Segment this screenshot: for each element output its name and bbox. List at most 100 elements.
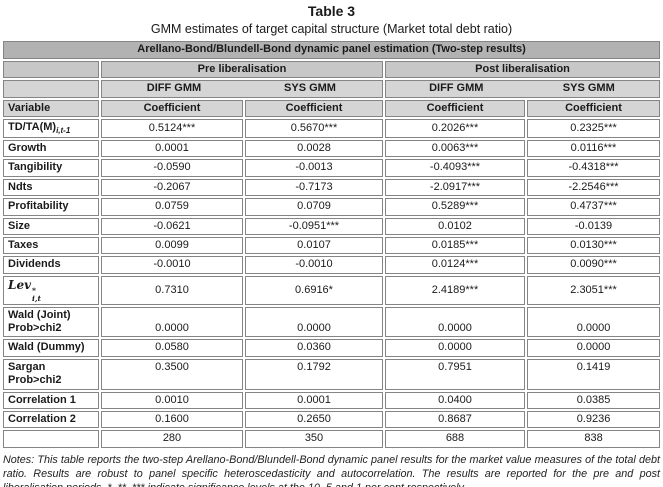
- coefficient-cell: 0.0010: [101, 391, 243, 410]
- empty-corner-cell: [3, 60, 99, 79]
- variable-label: [3, 430, 99, 448]
- variable-label: Profitability: [3, 198, 99, 216]
- variable-label: Correlation 1: [3, 391, 99, 410]
- coefficient-cell: 0.0360: [245, 339, 383, 357]
- table-row: Lev * i,t 0.7310 0.6916* 2.4189*** 2.3051*…: [3, 275, 661, 305]
- variable-label: Wald (Joint) Prob>chi2: [3, 306, 99, 338]
- variable-label: Wald (Dummy): [3, 339, 99, 357]
- pre-liberalisation-header: Pre liberalisation: [101, 60, 383, 79]
- coefficient-cell: 0.0385: [527, 391, 661, 410]
- coefficient-cell: -0.0951***: [245, 217, 383, 236]
- coefficient-cell: 0.0759: [101, 198, 243, 216]
- pre-method-headers: DIFF GMM SYS GMM: [101, 80, 383, 98]
- coefficient-cell: -0.7173: [245, 178, 383, 197]
- coefficient-cell: -0.2067: [101, 178, 243, 197]
- coefficient-cell: 0.0099: [101, 237, 243, 255]
- table-row: Wald (Dummy) 0.0580 0.0360 0.0000 0.0000: [3, 339, 661, 357]
- table-row: Wald (Joint) Prob>chi2 0.0000 0.0000 0.0…: [3, 306, 661, 338]
- coefficient-cell: 0.8687: [385, 411, 525, 429]
- coefficient-cell: -2.0917***: [385, 178, 525, 197]
- coefficient-cell: 0.0580: [101, 339, 243, 357]
- table-notes: Notes: This table reports the two-step A…: [3, 453, 660, 487]
- coefficient-cell: 0.9236: [527, 411, 661, 429]
- table-row: Sargan Prob>chi2 0.3500 0.1792 0.7951 0.…: [3, 358, 661, 390]
- method-header-row: DIFF GMM SYS GMM DIFF GMM SYS GMM: [3, 80, 661, 98]
- coefficient-header: Coefficient: [385, 99, 525, 118]
- coefficient-cell: 0.0001: [101, 140, 243, 158]
- observations-cell: 838: [527, 430, 661, 448]
- coefficient-cell: -0.4093***: [385, 159, 525, 177]
- table-row: Tangibility -0.0590 -0.0013 -0.4093*** -…: [3, 159, 661, 177]
- coefficient-header: Coefficient: [245, 99, 383, 118]
- coefficient-cell: 0.0000: [101, 306, 243, 338]
- coefficient-cell: 2.3051***: [527, 275, 661, 305]
- table-title: GMM estimates of target capital structur…: [150, 22, 513, 37]
- results-table: Arellano-Bond/Blundell-Bond dynamic pane…: [1, 39, 662, 449]
- coefficient-cell: 0.0063***: [385, 140, 525, 158]
- observations-cell: 350: [245, 430, 383, 448]
- coefficient-cell: 0.5124***: [101, 119, 243, 139]
- variable-label: TD/TA(M)i,t-1: [3, 119, 99, 139]
- coefficient-cell: 0.4737***: [527, 198, 661, 216]
- variable-header: Variable: [3, 99, 99, 118]
- coefficient-cell: 0.0000: [245, 306, 383, 338]
- column-header-row: Variable Coefficient Coefficient Coeffic…: [3, 99, 661, 118]
- variable-label: Sargan Prob>chi2: [3, 358, 99, 390]
- table-row: TD/TA(M)i,t-1 0.5124*** 0.5670*** 0.2026…: [3, 119, 661, 139]
- coefficient-cell: 0.0185***: [385, 237, 525, 255]
- coefficient-cell: -0.4318***: [527, 159, 661, 177]
- coefficient-cell: 0.2026***: [385, 119, 525, 139]
- coefficient-cell: -0.0010: [101, 256, 243, 274]
- variable-label: Dividends: [3, 256, 99, 274]
- table-row: Correlation 2 0.1600 0.2650 0.8687 0.923…: [3, 411, 661, 429]
- post-sys-gmm-header: SYS GMM: [562, 82, 615, 95]
- observations-row: 280 350 688 838: [3, 430, 661, 448]
- coefficient-cell: 2.4189***: [385, 275, 525, 305]
- variable-label: Growth: [3, 140, 99, 158]
- coefficient-cell: -0.0139: [527, 217, 661, 236]
- variable-label: Tangibility: [3, 159, 99, 177]
- coefficient-cell: 0.2650: [245, 411, 383, 429]
- table-row: Taxes 0.0099 0.0107 0.0185*** 0.0130***: [3, 237, 661, 255]
- table-number: Table 3: [307, 3, 356, 19]
- pre-diff-gmm-header: DIFF GMM: [146, 82, 202, 95]
- coefficient-cell: 0.0001: [245, 391, 383, 410]
- post-method-headers: DIFF GMM SYS GMM: [385, 80, 661, 98]
- table-row: Correlation 1 0.0010 0.0001 0.0400 0.038…: [3, 391, 661, 410]
- period-header-row: Pre liberalisation Post liberalisation: [3, 60, 661, 79]
- coefficient-cell: 0.0107: [245, 237, 383, 255]
- coefficient-cell: 0.0000: [527, 339, 661, 357]
- coefficient-cell: 0.5670***: [245, 119, 383, 139]
- empty-corner-cell: [3, 80, 99, 98]
- coefficient-cell: 0.0709: [245, 198, 383, 216]
- post-diff-gmm-header: DIFF GMM: [429, 82, 484, 95]
- post-liberalisation-header: Post liberalisation: [385, 60, 661, 79]
- table-row: Growth 0.0001 0.0028 0.0063*** 0.0116***: [3, 140, 661, 158]
- coefficient-cell: -0.0013: [245, 159, 383, 177]
- observations-cell: 280: [101, 430, 243, 448]
- coefficient-cell: 0.2325***: [527, 119, 661, 139]
- table-row: Size -0.0621 -0.0951*** 0.0102 -0.0139: [3, 217, 661, 236]
- coefficient-cell: 0.0102: [385, 217, 525, 236]
- coefficient-cell: 0.1792: [245, 358, 383, 390]
- coefficient-cell: 0.6916*: [245, 275, 383, 305]
- coefficient-cell: 0.5289***: [385, 198, 525, 216]
- coefficient-cell: 0.0000: [385, 306, 525, 338]
- coefficient-cell: 0.0130***: [527, 237, 661, 255]
- coefficient-cell: -0.0621: [101, 217, 243, 236]
- coefficient-cell: 0.1419: [527, 358, 661, 390]
- coefficient-cell: 0.7951: [385, 358, 525, 390]
- coefficient-cell: 0.0000: [527, 306, 661, 338]
- table-row: Ndts -0.2067 -0.7173 -2.0917*** -2.2546*…: [3, 178, 661, 197]
- variable-label: Lev * i,t: [3, 275, 99, 305]
- coefficient-cell: -0.0010: [245, 256, 383, 274]
- variable-label: Taxes: [3, 237, 99, 255]
- coefficient-cell: 0.7310: [101, 275, 243, 305]
- coefficient-cell: 0.0116***: [527, 140, 661, 158]
- variable-label: Correlation 2: [3, 411, 99, 429]
- coefficient-cell: 0.0124***: [385, 256, 525, 274]
- variable-label: Size: [3, 217, 99, 236]
- observations-cell: 688: [385, 430, 525, 448]
- coefficient-cell: 0.0000: [385, 339, 525, 357]
